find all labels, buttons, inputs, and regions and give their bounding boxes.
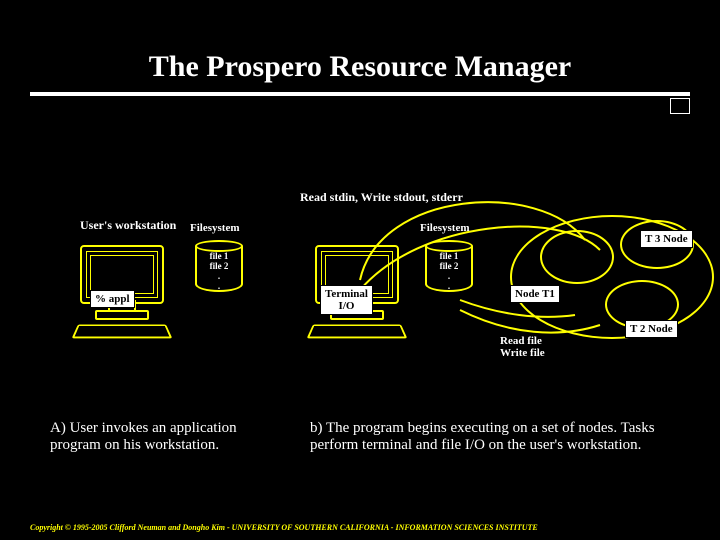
page-title: The Prospero Resource Manager	[0, 0, 720, 92]
user-workstation-label: User's workstation	[80, 218, 176, 233]
copyright-line: Copyright © 1995-2005 Clifford Neuman an…	[30, 523, 538, 532]
node-t1-box: Node T1	[510, 285, 560, 303]
terminal-io-box: Terminal I/O	[320, 285, 373, 315]
node-cloud-t1	[540, 230, 614, 284]
corner-box	[670, 98, 690, 114]
captions-row: A) User invokes an application program o…	[0, 420, 720, 454]
stdin-stdout-label: Read stdin, Write stdout, stderr	[300, 190, 463, 205]
filesystem-cylinder-mid: file 1 file 2 . .	[425, 240, 473, 298]
appl-box: % appl	[90, 290, 135, 308]
title-rule	[30, 92, 690, 96]
node-t3-box: T 3 Node	[640, 230, 693, 248]
fs-files-left: file 1 file 2 . .	[195, 252, 243, 292]
read-write-file-label: Read file Write file	[500, 335, 545, 359]
keyboard-icon	[307, 325, 408, 339]
caption-b: b) The program begins executing on a set…	[310, 420, 690, 454]
filesystem-cylinder-left: file 1 file 2 . .	[195, 240, 243, 298]
workstation-left	[70, 235, 180, 335]
keyboard-icon	[72, 325, 173, 339]
caption-a: A) User invokes an application program o…	[50, 420, 280, 454]
filesystem-label-left: Filesystem	[190, 222, 239, 234]
node-t2-box: T 2 Node	[625, 320, 678, 338]
fs-files-mid: file 1 file 2 . .	[425, 252, 473, 292]
diagram-stage: Read stdin, Write stdout, stderr User's …	[0, 160, 720, 420]
filesystem-label-mid: Filesystem	[420, 222, 469, 234]
